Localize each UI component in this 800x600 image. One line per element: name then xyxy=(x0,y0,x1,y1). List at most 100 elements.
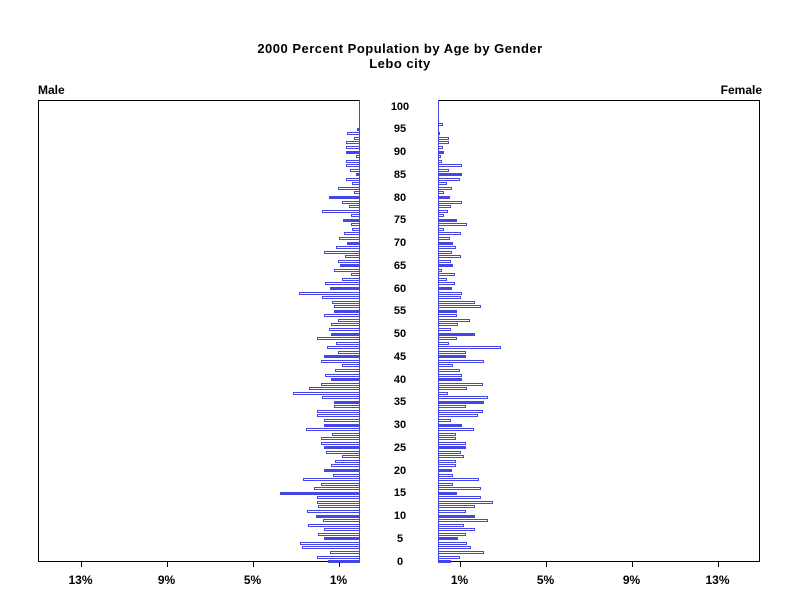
male-bar-age-76 xyxy=(351,214,360,218)
age-tick-0: 0 xyxy=(396,555,404,568)
female-bar-age-63 xyxy=(438,273,455,277)
male-panel xyxy=(38,100,360,562)
male-bar-age-70 xyxy=(347,241,360,245)
male-bar-age-50 xyxy=(331,332,360,336)
male-pct-tick-9: 9% xyxy=(157,573,176,587)
female-pct-tick-13-mark xyxy=(717,562,719,567)
female-bar-age-74 xyxy=(438,223,467,227)
female-bar-age-5 xyxy=(438,537,458,541)
male-bar-age-71 xyxy=(339,236,360,240)
age-tick-5: 5 xyxy=(396,532,404,545)
male-bar-age-81 xyxy=(354,191,360,195)
male-bar-age-82 xyxy=(338,186,360,190)
male-pct-tick-13: 13% xyxy=(68,573,93,587)
female-bar-age-53 xyxy=(438,318,470,322)
female-bar-age-29 xyxy=(438,428,474,432)
male-bar-age-85 xyxy=(356,173,360,177)
male-bar-age-16 xyxy=(314,487,360,491)
male-bar-age-61 xyxy=(325,282,360,286)
male-bar-age-68 xyxy=(324,250,360,254)
female-bar-age-6 xyxy=(438,532,466,536)
male-baseline-axis xyxy=(359,100,360,562)
female-bar-age-50 xyxy=(438,332,475,336)
male-bar-age-35 xyxy=(334,400,360,404)
male-bar-age-86 xyxy=(350,168,360,172)
age-tick-100: 100 xyxy=(390,100,410,113)
male-bar-age-9 xyxy=(323,519,360,522)
female-bar-age-4 xyxy=(438,541,467,545)
female-bar-age-80 xyxy=(438,196,450,199)
male-bar-age-43 xyxy=(342,364,360,368)
female-bar-age-43 xyxy=(438,364,453,368)
female-bar-age-94 xyxy=(438,132,440,136)
female-bar-age-15 xyxy=(438,491,457,495)
male-bar-age-69 xyxy=(336,246,360,250)
female-bar-age-0 xyxy=(438,560,451,563)
male-bar-age-34 xyxy=(334,405,360,409)
male-bar-age-18 xyxy=(303,478,360,482)
female-bar-age-45 xyxy=(438,355,466,359)
male-bar-age-53 xyxy=(338,318,360,322)
female-bar-age-1 xyxy=(438,555,460,559)
male-bar-age-2 xyxy=(330,550,360,554)
female-bar-age-39 xyxy=(438,382,483,386)
male-bar-age-14 xyxy=(317,496,360,500)
female-bar-age-85 xyxy=(438,173,462,177)
male-bar-age-29 xyxy=(306,428,360,432)
male-bar-age-7 xyxy=(324,528,360,532)
female-pct-tick-5-mark xyxy=(545,562,547,567)
chart-title: 2000 Percent Population by Age by Gender… xyxy=(0,41,800,71)
female-bar-age-54 xyxy=(438,314,457,318)
male-bar-age-21 xyxy=(331,464,360,468)
female-bar-age-42 xyxy=(438,368,460,372)
female-bar-age-23 xyxy=(438,455,464,459)
female-pct-tick-1-mark xyxy=(459,562,461,567)
female-bar-age-65 xyxy=(438,264,453,268)
female-bar-age-77 xyxy=(438,209,448,213)
male-bar-age-32 xyxy=(317,414,360,418)
female-bar-age-52 xyxy=(438,323,458,327)
female-bar-age-11 xyxy=(438,509,466,513)
female-bar-age-30 xyxy=(438,423,462,427)
female-bar-age-38 xyxy=(438,387,467,391)
male-bar-age-59 xyxy=(299,291,360,295)
female-bar-age-68 xyxy=(438,250,452,254)
male-bar-age-94 xyxy=(347,132,360,136)
male-bar-age-79 xyxy=(342,200,360,204)
female-bar-age-16 xyxy=(438,487,481,491)
female-bar-age-33 xyxy=(438,409,483,413)
male-bar-age-17 xyxy=(321,482,360,486)
male-pct-tick-5-mark xyxy=(252,562,254,567)
male-bar-age-24 xyxy=(326,450,360,454)
male-bar-age-40 xyxy=(331,378,360,381)
male-bar-age-20 xyxy=(324,469,360,472)
female-bar-age-86 xyxy=(438,168,449,172)
male-bar-age-78 xyxy=(349,205,360,209)
female-bar-age-44 xyxy=(438,359,484,363)
female-bar-age-66 xyxy=(438,259,451,263)
male-bar-age-6 xyxy=(318,532,360,536)
male-bar-age-93 xyxy=(354,136,360,140)
female-bar-age-81 xyxy=(438,191,444,195)
female-bar-age-13 xyxy=(438,500,493,504)
male-bar-age-36 xyxy=(322,396,360,400)
male-bar-age-44 xyxy=(321,359,360,363)
female-bar-age-41 xyxy=(438,373,462,377)
male-bar-age-0 xyxy=(328,560,360,563)
male-bar-age-31 xyxy=(324,419,360,422)
age-tick-15: 15 xyxy=(393,487,407,500)
female-pct-tick-13: 13% xyxy=(705,573,730,587)
male-bar-age-67 xyxy=(345,255,360,259)
female-bar-age-31 xyxy=(438,419,451,422)
male-bar-age-4 xyxy=(300,541,360,545)
female-bar-age-12 xyxy=(438,505,475,509)
female-bar-age-60 xyxy=(438,287,452,290)
female-bar-age-37 xyxy=(438,391,448,395)
male-pct-tick-9-mark xyxy=(166,562,168,567)
age-tick-35: 35 xyxy=(393,396,407,409)
age-tick-85: 85 xyxy=(393,168,407,181)
male-bar-age-77 xyxy=(322,209,360,213)
female-pct-tick-9-mark xyxy=(631,562,633,567)
age-tick-40: 40 xyxy=(393,373,407,386)
